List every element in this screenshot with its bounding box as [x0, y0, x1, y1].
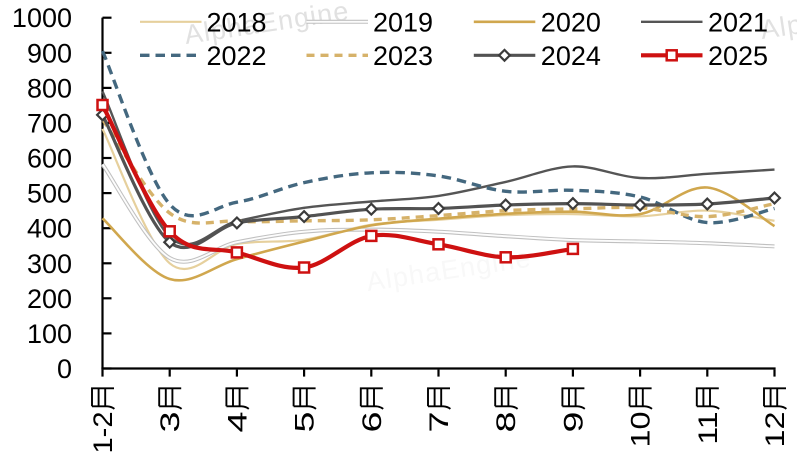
- svg-text:2024: 2024: [541, 41, 601, 71]
- svg-text:600: 600: [27, 144, 72, 174]
- svg-text:7: 7: [424, 412, 454, 433]
- svg-text:10: 10: [626, 412, 656, 448]
- svg-text:2022: 2022: [207, 41, 267, 71]
- svg-text:2023: 2023: [373, 41, 433, 71]
- svg-text:8: 8: [491, 412, 521, 433]
- svg-text:5: 5: [290, 412, 320, 433]
- svg-text:800: 800: [27, 73, 72, 103]
- svg-text:11: 11: [693, 412, 723, 445]
- svg-text:3: 3: [155, 412, 185, 433]
- svg-text:200: 200: [27, 284, 72, 314]
- svg-text:2019: 2019: [373, 7, 433, 37]
- svg-text:1000: 1000: [12, 3, 72, 33]
- svg-text:12: 12: [760, 412, 790, 448]
- svg-text:700: 700: [27, 108, 72, 138]
- svg-text:500: 500: [27, 179, 72, 209]
- svg-text:9: 9: [558, 412, 588, 433]
- svg-text:2025: 2025: [708, 41, 768, 71]
- svg-text:0: 0: [57, 354, 72, 384]
- svg-text:6: 6: [357, 412, 387, 433]
- svg-text:2021: 2021: [708, 7, 768, 37]
- svg-text:2020: 2020: [541, 7, 601, 37]
- svg-text:400: 400: [27, 214, 72, 244]
- svg-text:300: 300: [27, 249, 72, 279]
- svg-text:2018: 2018: [207, 7, 267, 37]
- svg-text:100: 100: [27, 319, 72, 349]
- svg-text:900: 900: [27, 38, 72, 68]
- svg-text:1-2: 1-2: [88, 412, 118, 454]
- svg-text:4: 4: [222, 412, 252, 433]
